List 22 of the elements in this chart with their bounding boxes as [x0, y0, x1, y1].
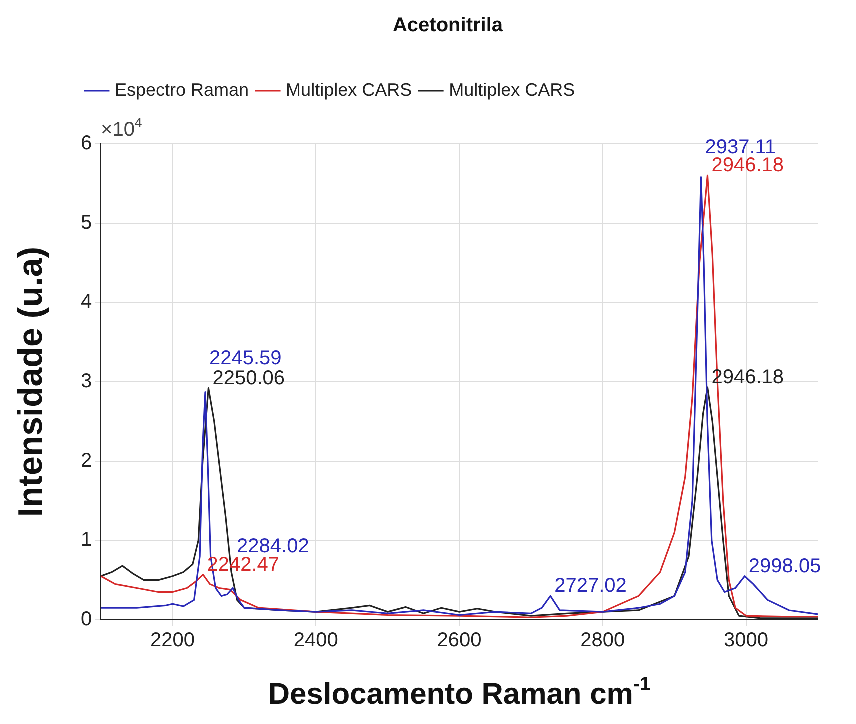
x-tick-label: 2400: [294, 630, 338, 652]
legend-label: Multiplex CARS: [449, 80, 576, 100]
annotation: 2284.02: [237, 535, 310, 558]
legend-label: Espectro Raman: [115, 80, 250, 100]
y-tick-label: 2: [81, 450, 92, 472]
legend-label: Multiplex CARS: [286, 80, 412, 100]
x-tick-label: 2600: [437, 630, 482, 652]
annotation: 2727.02: [554, 575, 627, 598]
y-tick-label: 6: [81, 132, 92, 155]
y-axis-title: Intensidade (u.a): [12, 246, 50, 518]
annotation: 2250.06: [212, 367, 285, 390]
x-tick-label: 2800: [580, 630, 626, 652]
annotation: 2998.05: [748, 555, 822, 578]
annotation: 2245.59: [209, 347, 282, 370]
y-tick-label: 3: [81, 370, 92, 393]
x-tick-label: 3000: [724, 630, 769, 652]
y-tick-label: 4: [81, 291, 92, 314]
y-tick-label: 1: [81, 529, 92, 552]
y-tick-label: 0: [81, 608, 92, 631]
y-tick-label: 5: [81, 212, 92, 234]
chart-title: Acetonitrila: [392, 14, 504, 37]
x-tick-label: 2200: [150, 630, 196, 652]
